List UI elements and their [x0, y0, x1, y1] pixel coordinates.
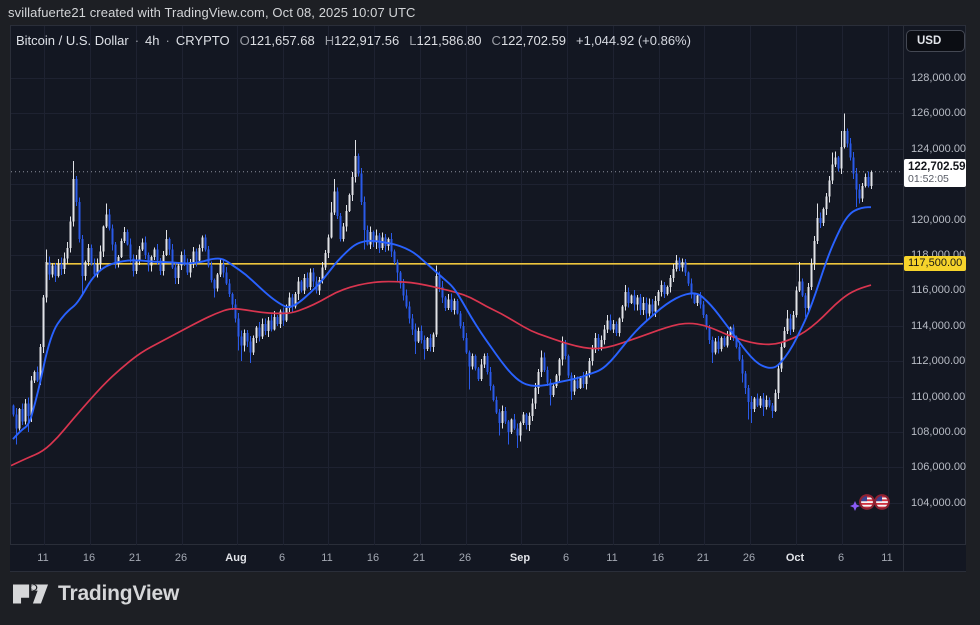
- price-tick-label: 114,000.00: [911, 319, 966, 332]
- time-tick-month: Oct: [785, 552, 805, 564]
- time-tick-day: 11: [881, 552, 893, 564]
- time-tick-day: 26: [742, 552, 756, 564]
- exchange-label: CRYPTO: [175, 33, 230, 48]
- price-tick-label: 104,000.00: [911, 496, 967, 509]
- us-flag-sticker[interactable]: [874, 494, 890, 510]
- time-tick-day: 21: [412, 552, 426, 564]
- interval-label: 4h: [145, 33, 160, 48]
- current-price-value: 122,702.59: [908, 160, 966, 173]
- price-tick-label: 110,000.00: [911, 390, 966, 403]
- time-tick-day: 6: [278, 552, 286, 564]
- time-tick-day: 16: [651, 552, 665, 564]
- time-tick-month: Aug: [225, 552, 247, 564]
- current-price-label: 122,702.59 01:52:05: [904, 158, 966, 187]
- price-tick-label: 116,000.00: [911, 284, 966, 297]
- time-tick-day: 11: [37, 552, 49, 564]
- time-tick-day: 16: [366, 552, 380, 564]
- axis-divider: [903, 545, 904, 572]
- time-tick-day: 16: [82, 552, 96, 564]
- time-tick-day: 26: [458, 552, 472, 564]
- sparkle-sticker[interactable]: [850, 501, 860, 511]
- price-tick-label: 126,000.00: [911, 107, 967, 120]
- ohlc-close: C122,702.59: [491, 33, 567, 48]
- time-tick-day: 26: [174, 552, 188, 564]
- price-tick-label: 120,000.00: [911, 213, 967, 226]
- separator-dot: ·: [134, 33, 140, 48]
- grid-layer: [11, 26, 904, 546]
- time-tick-day: 11: [606, 552, 618, 564]
- horizontal-line-price-label[interactable]: 117,500.00: [904, 256, 966, 272]
- tradingview-logo-text: TradingView: [58, 582, 180, 605]
- time-tick-day: 6: [837, 552, 845, 564]
- price-tick-label: 124,000.00: [911, 142, 967, 155]
- tradingview-logo-icon: [13, 584, 49, 604]
- symbol-header[interactable]: Bitcoin / U.S. Dollar · 4h · CRYPTO O121…: [16, 33, 691, 48]
- ma-slow-line[interactable]: [11, 280, 872, 467]
- chart-pane[interactable]: Bitcoin / U.S. Dollar · 4h · CRYPTO O121…: [10, 25, 904, 546]
- currency-usd-button[interactable]: USD: [906, 30, 965, 52]
- price-axis-panel[interactable]: USD 128,000.00 126,000.00 124,000.00 120,00…: [903, 25, 966, 545]
- price-tick-label: 128,000.00: [911, 72, 967, 84]
- ohlc-high: H122,917.56: [324, 33, 400, 48]
- time-tick-day: 21: [128, 552, 142, 564]
- time-tick-day: 6: [562, 552, 570, 564]
- price-tick-label: 106,000.00: [911, 461, 967, 474]
- time-tick-day: 21: [696, 552, 710, 564]
- ma-fast-line[interactable]: [12, 206, 871, 440]
- candlestick-chart[interactable]: [11, 26, 904, 546]
- time-tick-month: Sep: [509, 552, 531, 564]
- change-value: +1,044.92 (+0.86%): [576, 33, 691, 48]
- symbol-title: Bitcoin / U.S. Dollar: [16, 33, 129, 48]
- tradingview-logo[interactable]: TradingView: [13, 582, 179, 606]
- us-flag-sticker[interactable]: [859, 494, 875, 510]
- bar-countdown: 01:52:05: [908, 172, 949, 185]
- ohlc-low: L121,586.80: [409, 33, 482, 48]
- separator-dot: ·: [165, 33, 170, 48]
- time-axis[interactable]: 11 16 21 26 Aug 6 11 16 21 26 Sep 6 11 16 21 26 Oct 6 11: [10, 545, 966, 572]
- time-tick-day: 11: [321, 552, 333, 564]
- price-tick-label: 112,000.00: [911, 355, 966, 368]
- attribution-text: svillafuerte21 created with TradingView.…: [8, 5, 416, 20]
- ohlc-open: O121,657.68: [239, 33, 315, 48]
- price-tick-label: 108,000.00: [911, 426, 967, 438]
